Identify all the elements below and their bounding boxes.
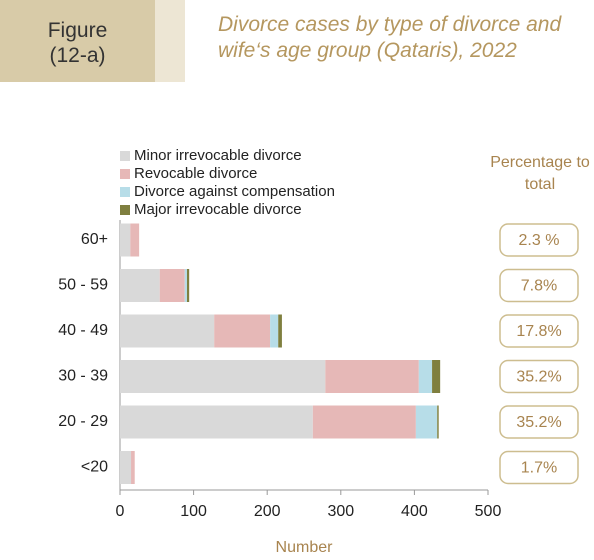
- percentage-label: 35.2%: [516, 414, 561, 431]
- bar-segment: [130, 223, 140, 257]
- y-tick-label: 20 - 29: [58, 413, 108, 430]
- figure-label: Figure (12-a): [47, 19, 108, 67]
- bar-segment: [120, 223, 131, 257]
- bar-segment: [120, 360, 326, 393]
- percentage-label: 35.2%: [516, 369, 561, 386]
- bar-segment: [159, 269, 185, 302]
- legend-label: Major irrevocable divorce: [134, 201, 302, 218]
- bar-segment: [120, 405, 313, 439]
- percentage-box: [499, 223, 579, 257]
- bar-segment: [270, 314, 279, 348]
- percentage-box: [499, 314, 579, 348]
- chart-title: Divorce cases by type of divorce and wif…: [218, 13, 562, 62]
- bar-segment: [325, 360, 419, 393]
- legend-label: Revocable divorce: [134, 165, 257, 182]
- y-tick-label: 40 - 49: [58, 322, 108, 339]
- x-tick-label: 500: [475, 503, 502, 520]
- percentage-label: 17.8%: [516, 323, 561, 340]
- bar-segment: [312, 405, 416, 439]
- percentage-label: 1.7%: [521, 460, 557, 477]
- percentage-box: [499, 405, 579, 439]
- bar-segment: [184, 269, 187, 302]
- percentage-box: [499, 268, 579, 303]
- percentage-title: Percentage to total: [490, 154, 590, 193]
- percentage-label: 7.8%: [521, 278, 557, 295]
- bar-segment: [186, 269, 190, 302]
- legend-label: Minor irrevocable divorce: [134, 147, 302, 164]
- figure-box: [0, 0, 155, 82]
- x-tick-label: 0: [116, 503, 125, 520]
- legend-swatch: [120, 151, 130, 161]
- percentage-box: [499, 450, 579, 485]
- legend-label: Divorce against compensation: [134, 183, 335, 200]
- x-tick-label: 100: [180, 503, 207, 520]
- percentage-label: 2.3 %: [519, 232, 560, 249]
- bar-segment: [120, 451, 132, 484]
- y-tick-label: 30 - 39: [58, 368, 108, 385]
- bar-segment: [418, 360, 433, 393]
- legend-swatch: [120, 205, 130, 215]
- bar-segment: [131, 451, 135, 484]
- percentage-box: [499, 359, 579, 394]
- x-tick-label: 200: [254, 503, 281, 520]
- bar-segment: [120, 269, 160, 302]
- x-tick-label: 400: [401, 503, 428, 520]
- bar-segment: [120, 314, 215, 348]
- legend-swatch: [120, 169, 130, 179]
- bar-segment: [214, 314, 271, 348]
- y-tick-label: <20: [81, 459, 108, 476]
- bar-segment: [415, 405, 438, 439]
- x-axis-label: Number: [276, 539, 334, 556]
- legend-swatch: [120, 187, 130, 197]
- y-tick-label: 50 - 59: [58, 277, 108, 294]
- header-strip: [155, 0, 185, 82]
- y-tick-label: 60+: [81, 231, 108, 248]
- bar-segment: [437, 405, 439, 439]
- bar-segment: [432, 360, 441, 393]
- x-tick-label: 300: [327, 503, 354, 520]
- bar-segment: [278, 314, 282, 348]
